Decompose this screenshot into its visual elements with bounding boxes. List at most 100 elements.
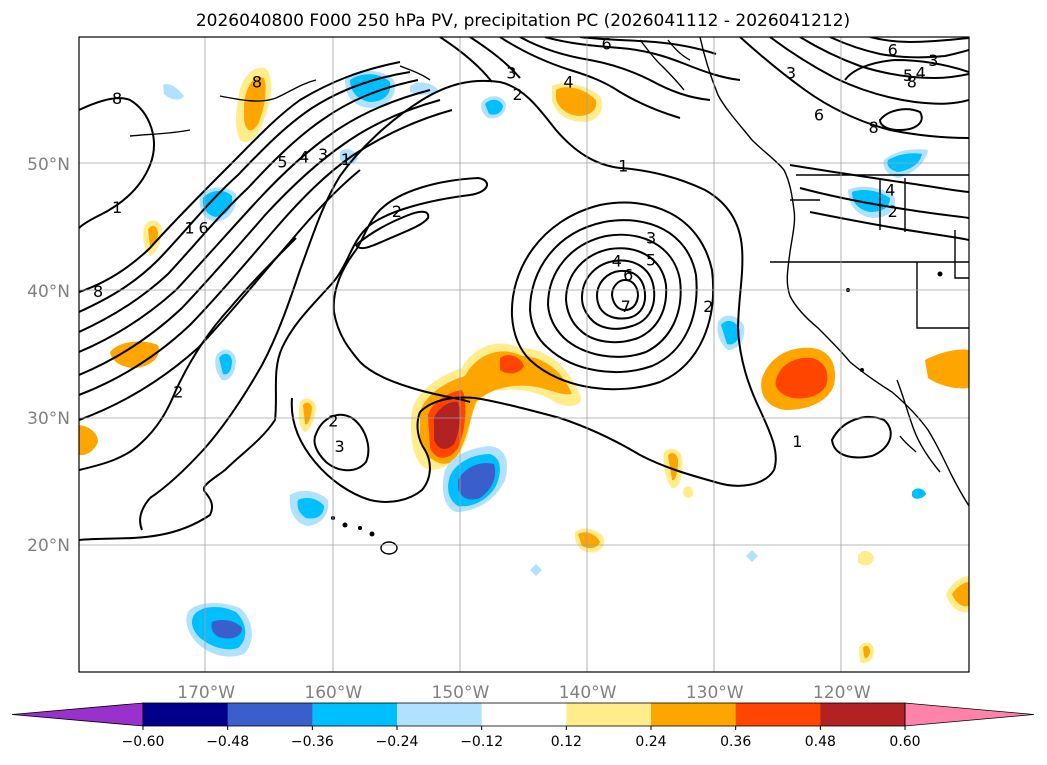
- map-frame: [78, 36, 970, 673]
- colorbar-tick-label: −0.24: [376, 734, 419, 750]
- contour-label: 1: [618, 156, 628, 175]
- contour-label: 3: [928, 51, 938, 70]
- islands: [331, 271, 943, 555]
- contour-label: 3: [335, 437, 345, 456]
- contour-label: 1: [112, 198, 122, 217]
- contour-label: 1: [185, 219, 195, 238]
- shade-cold-16: [485, 99, 503, 115]
- contour-label: 2: [513, 85, 523, 104]
- shade-warm-13: [110, 341, 159, 368]
- colorbar-bin: [397, 703, 483, 726]
- shade-warm-7: [775, 357, 828, 399]
- shade-cold-3: [458, 462, 496, 500]
- shade-warm-8: [925, 349, 969, 389]
- colorbar-frame: [142, 702, 906, 727]
- colorbar-tick-label: −0.48: [206, 734, 249, 750]
- contour-label: 6: [199, 219, 209, 238]
- colorbar-bin: [566, 703, 652, 726]
- contour-label: 4: [299, 147, 309, 166]
- lon-tick-label: 120°W: [813, 683, 871, 703]
- lon-tick-label: 150°W: [432, 683, 490, 703]
- shade-warm-22: [668, 452, 678, 481]
- shade-warm-23: [683, 486, 694, 498]
- colorbar-bin: [143, 703, 229, 726]
- shade-warm-20: [578, 532, 600, 549]
- lat-tick-label: 30°N: [27, 409, 70, 429]
- contour-label: 4: [916, 64, 926, 83]
- contour-label: 2: [392, 202, 402, 221]
- contour-label: 6: [602, 34, 612, 53]
- colorbar-tick-label: 0.12: [551, 734, 582, 750]
- contour-label: 4: [563, 72, 573, 91]
- shade-warm-26: [858, 550, 874, 566]
- colorbar-bin: [227, 703, 313, 726]
- colorbar-bin: [735, 703, 821, 726]
- contour-label: 6: [888, 41, 898, 60]
- contour-label: 1: [341, 150, 351, 169]
- contour-label: 2: [173, 382, 183, 401]
- longitude-labels: 170°W 160°W 150°W 140°W 130°W 120°W: [177, 683, 871, 703]
- contour-label: 6: [623, 265, 633, 284]
- contour-label: 2: [328, 412, 338, 431]
- contour-label: 8: [93, 282, 103, 301]
- shade-warm-5: [500, 355, 524, 374]
- lon-tick-label: 130°W: [686, 683, 744, 703]
- lat-tick-label: 20°N: [27, 536, 70, 556]
- contour-label: 3: [506, 64, 516, 83]
- colorbar-under-extension: [11, 702, 144, 727]
- contour-label: 2: [703, 297, 713, 316]
- colorbar-tick-label: 0.36: [720, 734, 751, 750]
- shade-cold-28: [746, 550, 758, 562]
- contour-label: 8: [869, 118, 879, 137]
- contour-label: 3: [318, 145, 328, 164]
- contour-label: 4: [885, 180, 895, 199]
- contour-label: 8: [907, 72, 917, 91]
- contour-label: 3: [786, 64, 796, 83]
- contour-label: 5: [903, 66, 913, 85]
- colorbar-tick-label: −0.12: [460, 734, 503, 750]
- colorbar-bin: [651, 703, 737, 726]
- contour-label: 6: [814, 105, 824, 124]
- shade-warm-18: [303, 402, 312, 425]
- colorbar: −0.60 −0.48 −0.36 −0.24 −0.12 0.12 0.24 0.36 0.4…: [11, 702, 1035, 750]
- shade-cold-26: [912, 488, 926, 499]
- coastlines: [129, 37, 969, 507]
- lat-tick-label: 50°N: [27, 155, 70, 175]
- latitude-labels: 50°N 40°N 30°N 20°N: [27, 155, 70, 556]
- shade-cold-12: [297, 498, 324, 519]
- contour-label: 4: [612, 252, 622, 271]
- shade-cold-23: [410, 82, 438, 95]
- lon-tick-label: 140°W: [559, 683, 617, 703]
- colorbar-bin: [481, 703, 567, 726]
- shade-cold-18: [721, 320, 740, 345]
- precip-shading: [79, 67, 969, 664]
- contour-label: 3: [646, 229, 656, 248]
- colorbar-tick-label: −0.36: [291, 734, 334, 750]
- colorbar-tick-label: −0.60: [122, 734, 165, 750]
- contour-label: 7: [621, 297, 631, 316]
- lat-tick-label: 40°N: [27, 282, 70, 302]
- colorbar-over-extension: [904, 702, 1035, 727]
- contour-label: 8: [252, 72, 262, 91]
- shade-cold-27: [530, 564, 542, 576]
- shade-cold-24: [163, 84, 184, 100]
- shade-warm-14: [79, 425, 98, 456]
- shade-warm-12: [556, 87, 597, 116]
- colorbar-tick-label: 0.24: [635, 734, 666, 750]
- shade-warm-28: [863, 645, 870, 659]
- contour-label: 1: [792, 432, 802, 451]
- pv-contours: [79, 37, 969, 541]
- contour-label: 8: [112, 89, 122, 108]
- shade-cold-6: [211, 620, 242, 639]
- shade-warm-25: [952, 582, 969, 607]
- shade-cold-8: [350, 74, 391, 102]
- lon-tick-label: 170°W: [177, 683, 235, 703]
- contour-label: 2: [888, 202, 898, 221]
- shade-warm-10: [244, 77, 266, 131]
- gridlines: [79, 37, 969, 672]
- shade-warm-4: [434, 401, 461, 449]
- chart-title: 2026040800 F000 250 hPa PV, precipitatio…: [196, 11, 850, 31]
